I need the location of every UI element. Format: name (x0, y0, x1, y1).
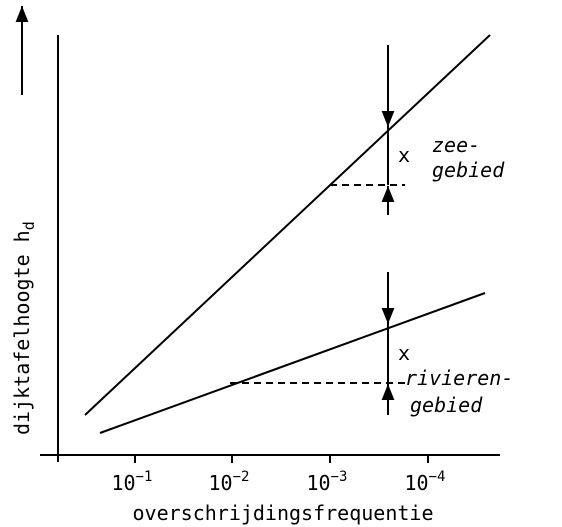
tick-label: 10−3 (307, 469, 348, 495)
margin-label: x (398, 143, 410, 167)
annotation: gebied (432, 158, 505, 182)
tick-label: 10−2 (209, 469, 250, 495)
annotation: zee- (432, 133, 480, 157)
annotation: gebied (410, 393, 483, 417)
tick-label: 10−4 (405, 469, 446, 495)
sea-line (84, 34, 491, 416)
river-line (99, 292, 486, 434)
annotation: rivieren- (405, 366, 513, 390)
margin-label: x (398, 341, 410, 365)
tick-label: 10−1 (112, 469, 153, 495)
y-axis-label: dijktafelhoogte hd (10, 221, 38, 435)
x-tick-labels: 10−1 10−2 10−3 10−4 (112, 469, 446, 495)
x-axis-label: overschrijdingsfrequentie (132, 501, 433, 525)
